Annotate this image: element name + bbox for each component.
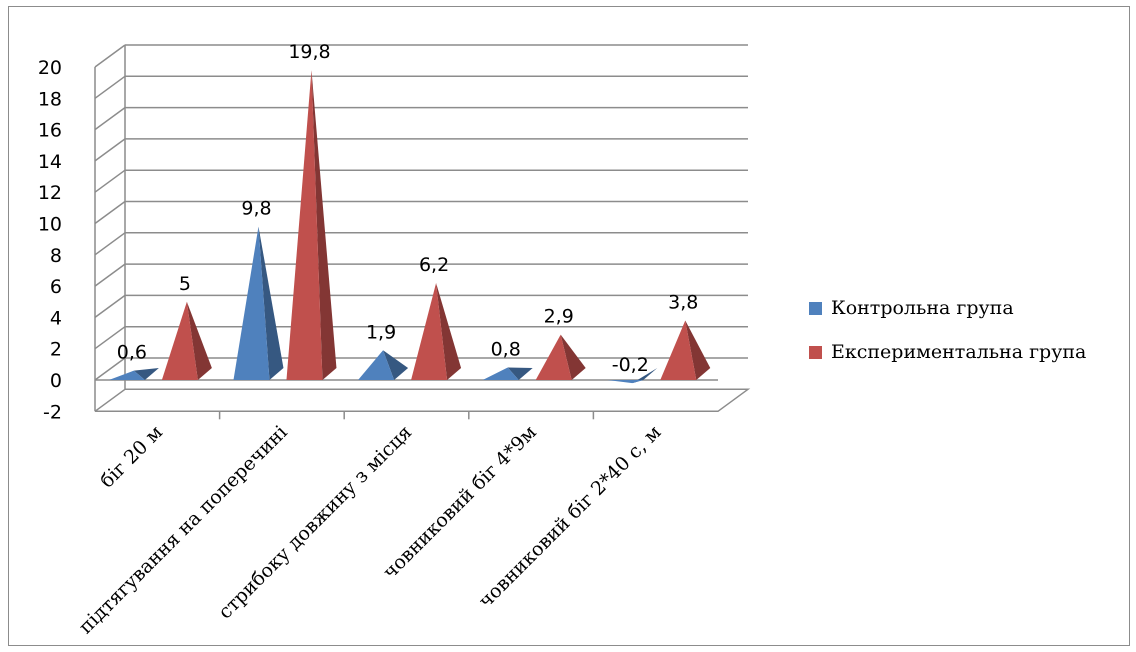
gridline-depth	[94, 44, 126, 68]
pyramid-bar	[233, 226, 284, 380]
y-tick-label: 18	[38, 88, 62, 110]
legend: Контрольна група Експериментальна група	[809, 297, 1086, 363]
gridline-depth	[94, 357, 126, 381]
legend-swatch	[809, 302, 822, 315]
pyramid-bar	[411, 282, 462, 380]
gridline-depth	[94, 169, 126, 193]
pyramid-front-face	[108, 370, 145, 380]
pyramid-bar	[286, 70, 337, 380]
y-tick-label: 16	[38, 120, 62, 142]
y-tick-label: 20	[38, 57, 62, 79]
label-layer: 0,6 5 біг 20 м 9,8 19,8 підтягування на попер…	[75, 41, 699, 638]
pyramid-side-face	[186, 301, 212, 380]
pyramid-side-face	[685, 320, 711, 380]
data-label: 5	[179, 273, 191, 295]
y-tick-label: 14	[38, 151, 62, 173]
pyramid-side-face	[383, 350, 409, 380]
gridline-depth	[94, 106, 126, 131]
bar-layer	[108, 70, 711, 384]
legend-label: Експериментальна група	[831, 341, 1086, 363]
gridline-depth	[94, 326, 126, 350]
data-label: 0,6	[117, 342, 147, 364]
pyramid-side-face	[560, 334, 586, 380]
gridline-depth	[94, 388, 126, 412]
data-label: 19,8	[288, 41, 330, 63]
pyramid-side-face	[507, 367, 533, 380]
pyramid-bar	[660, 320, 711, 380]
gridline-depth	[94, 263, 126, 287]
pyramid-front-face	[482, 367, 519, 380]
y-tick-label: 2	[50, 339, 62, 361]
legend-label: Контрольна група	[831, 297, 1014, 319]
y-tick-label: 4	[50, 307, 62, 329]
pyramid-bar	[482, 367, 533, 380]
legend-swatch	[809, 346, 822, 359]
gridline-depth	[94, 75, 126, 99]
data-label: 3,8	[668, 292, 698, 314]
floor-outline	[95, 388, 751, 413]
pyramid-side-face	[436, 282, 462, 380]
data-label: 1,9	[366, 321, 396, 343]
data-label: 6,2	[419, 254, 449, 276]
pyramid-side-face	[258, 226, 284, 380]
pyramid-front-face	[233, 226, 270, 380]
pyramid-side-face	[133, 368, 159, 380]
data-label: 2,9	[544, 306, 574, 328]
data-label: 0,8	[491, 338, 521, 360]
pyramid-side-face	[632, 368, 658, 384]
gridline-depth	[94, 294, 126, 319]
pyramid-front-face	[411, 282, 448, 380]
y-tick-label: 8	[50, 245, 62, 267]
pyramid-bar	[607, 368, 658, 384]
y-tick-label: -2	[43, 401, 62, 423]
gridline-depth	[94, 200, 126, 225]
pyramid-front-face	[286, 70, 323, 380]
gridline-depth	[94, 138, 126, 162]
pyramid-front-face	[660, 320, 697, 380]
pyramid-bar	[108, 368, 159, 380]
pyramid-bar	[535, 334, 586, 380]
pyramid-front-face	[358, 350, 395, 380]
gridline-depth	[94, 232, 126, 256]
pyramid-bar	[161, 301, 212, 380]
pyramid-front-face	[607, 380, 644, 384]
data-label: -0,2	[612, 354, 649, 376]
y-tick-label: 0	[50, 370, 62, 392]
category-label: біг 20 м	[96, 421, 167, 492]
pyramid-front-face	[161, 301, 198, 380]
category-label: підтягування на поперечині	[75, 421, 292, 638]
pyramid-front-face	[535, 334, 572, 380]
data-label: 9,8	[241, 198, 271, 220]
y-tick-label: 12	[38, 182, 62, 204]
y-tick-label: 10	[38, 214, 62, 236]
y-tick-label: 6	[50, 276, 62, 298]
pyramid-side-face	[311, 70, 337, 380]
pyramid-bar	[358, 350, 409, 380]
